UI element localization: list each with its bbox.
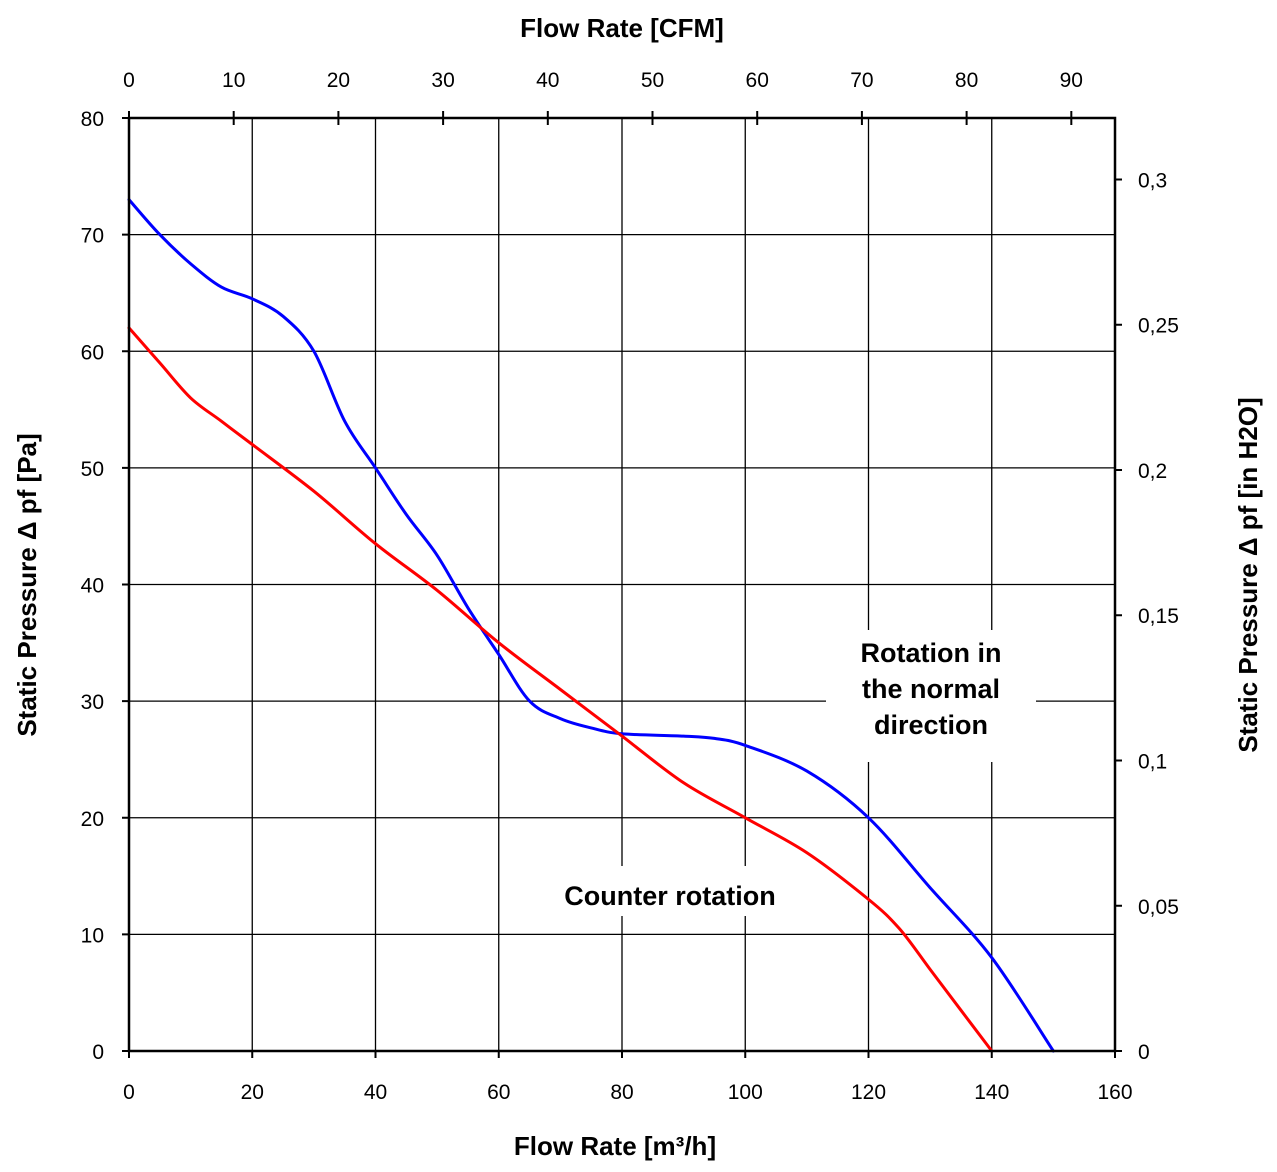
- bottom-tick-label: 0: [123, 1081, 135, 1104]
- series-line-counter-rotation: [127, 326, 994, 1053]
- grid: [129, 118, 1115, 1051]
- right-axis-title: Static Pressure Δ pf [in H2O]: [1233, 397, 1263, 752]
- annotation-normal-line: the normal: [862, 674, 1000, 704]
- top-tick-label: 20: [327, 69, 350, 92]
- left-tick-label: 70: [81, 225, 104, 248]
- left-tick-label: 80: [81, 108, 104, 131]
- top-tick-label: 90: [1060, 69, 1083, 92]
- bottom-tick-label: 140: [974, 1081, 1009, 1104]
- top-tick-label: 80: [955, 69, 978, 92]
- bottom-axis-title: Flow Rate [m³/h]: [514, 1131, 716, 1161]
- right-tick-label: 0: [1138, 1041, 1150, 1064]
- right-tick-label: 0,05: [1138, 896, 1179, 919]
- top-tick-label: 40: [536, 69, 559, 92]
- series-line-normal-rotation: [127, 198, 1055, 1053]
- bottom-tick-label: 40: [364, 1081, 387, 1104]
- left-tick-label: 60: [81, 341, 104, 364]
- left-tick-label: 20: [81, 808, 104, 831]
- left-tick-label: 30: [81, 691, 104, 714]
- right-tick-label: 0,3: [1138, 169, 1167, 192]
- annotation-counter-bg: [538, 866, 802, 916]
- left-axis-title: Static Pressure Δ pf [Pa]: [12, 433, 42, 736]
- top-tick-label: 70: [850, 69, 873, 92]
- bottom-tick-label: 60: [487, 1081, 510, 1104]
- right-tick-label: 0,15: [1138, 605, 1179, 628]
- bottom-tick-label: 80: [610, 1081, 633, 1104]
- annotation-counter-line: Counter rotation: [564, 881, 775, 911]
- left-tick-label: 50: [81, 458, 104, 481]
- top-tick-label: 60: [746, 69, 769, 92]
- top-tick-label: 30: [431, 69, 454, 92]
- top-tick-label: 10: [222, 69, 245, 92]
- annotation-normal-line: direction: [874, 710, 988, 740]
- top-tick-label: 50: [641, 69, 664, 92]
- bottom-tick-label: 120: [851, 1081, 886, 1104]
- annotation-normal-bg: [826, 630, 1036, 762]
- right-tick-label: 0,1: [1138, 750, 1167, 773]
- right-tick-label: 0,25: [1138, 315, 1179, 338]
- bottom-tick-label: 100: [728, 1081, 763, 1104]
- left-tick-label: 40: [81, 575, 104, 598]
- right-tick-label: 0,2: [1138, 460, 1167, 483]
- annotations-layer: Rotation in the normal direction Counter ro…: [538, 630, 1036, 916]
- left-tick-label: 0: [92, 1041, 104, 1064]
- bottom-tick-label: 20: [241, 1081, 264, 1104]
- series-layer: [127, 198, 1055, 1053]
- annotation-normal-line: Rotation in: [861, 638, 1002, 668]
- top-axis-title: Flow Rate [CFM]: [520, 13, 724, 43]
- left-tick-label: 10: [81, 924, 104, 947]
- top-tick-label: 0: [123, 69, 135, 92]
- bottom-tick-label: 160: [1097, 1081, 1132, 1104]
